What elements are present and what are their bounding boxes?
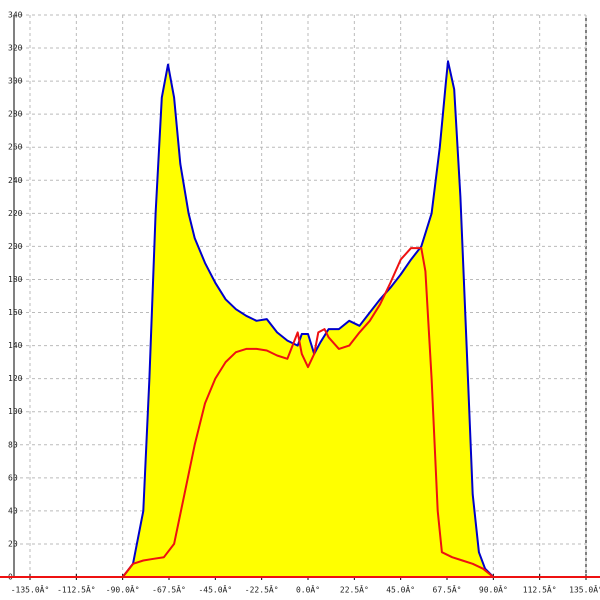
y-tick-label: 180: [8, 275, 23, 284]
y-tick-label: 80: [8, 440, 18, 449]
x-tick-label: 67.5Â°: [433, 584, 462, 595]
y-tick-label: 220: [8, 209, 23, 218]
y-tick-label: 340: [8, 11, 23, 20]
y-tick-label: 20: [8, 539, 18, 548]
x-tick-label: 45.0Â°: [386, 584, 415, 595]
x-tick-label: -90.0Â°: [106, 584, 140, 595]
y-tick-label: 140: [8, 341, 23, 350]
y-tick-label: 200: [8, 242, 23, 251]
series-line: [121, 60, 495, 578]
y-tick-label: 280: [8, 110, 23, 119]
x-tick-label: 90.0Â°: [479, 584, 508, 595]
y-tick-label: 100: [8, 407, 23, 416]
y-tick-label: 40: [8, 506, 18, 515]
x-tick-label: -22.5Â°: [245, 584, 279, 595]
y-tick-label: 300: [8, 77, 23, 86]
y-tick-label: 260: [8, 143, 23, 152]
y-tick-label: 120: [8, 374, 23, 383]
x-tick-label: 112.5Â°: [523, 584, 557, 595]
y-tick-label: 320: [8, 44, 23, 53]
x-tick-label: 22.5Â°: [340, 584, 369, 595]
y-tick-label: 240: [8, 176, 23, 185]
x-tick-label: 0.0Â°: [296, 584, 320, 595]
series-line: [121, 247, 494, 578]
y-tick-label: 60: [8, 473, 18, 482]
x-tick-label: 135.0Â°: [569, 584, 600, 595]
x-tick-label: -135.0Â°: [11, 584, 50, 595]
x-tick-label: -45.0Â°: [198, 584, 232, 595]
y-tick-label: 160: [8, 308, 23, 317]
x-tick-label: -67.5Â°: [152, 584, 186, 595]
x-tick-label: -112.5Â°: [57, 584, 96, 595]
